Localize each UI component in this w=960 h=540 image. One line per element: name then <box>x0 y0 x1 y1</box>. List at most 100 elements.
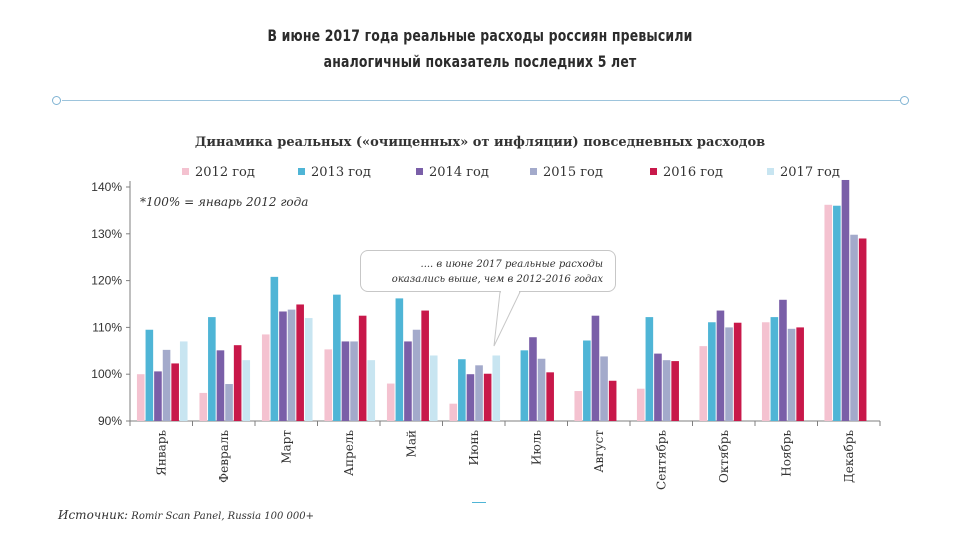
x-tick-label: Сентябрь <box>654 430 668 490</box>
y-tick-label: 140% <box>91 180 122 194</box>
x-tick-label: Март <box>279 430 293 464</box>
callout-pointer <box>493 291 521 347</box>
bar <box>654 353 662 421</box>
legend-label: 2014 год <box>429 165 489 180</box>
bar <box>429 355 438 421</box>
chart-legend: 2012 год 2013 год 2014 год 2015 год 2016 год… <box>0 165 960 185</box>
legend-swatch <box>650 168 657 175</box>
bar <box>199 392 208 421</box>
bar <box>412 329 421 421</box>
x-tick-label: Ноябрь <box>779 430 793 477</box>
bar <box>725 327 733 421</box>
bar <box>179 341 188 421</box>
bar <box>529 337 537 421</box>
bar <box>324 349 333 421</box>
bar <box>261 334 270 421</box>
bar <box>296 304 304 421</box>
bar <box>850 234 858 421</box>
page-headline-line1: В июне 2017 года реальные расходы россия… <box>267 26 693 45</box>
bar <box>233 345 242 421</box>
y-tick-label: 120% <box>91 274 122 288</box>
legend-item: 2016 год <box>650 165 723 180</box>
chart-annotation-callout: .... в июне 2017 реальные расходы оказал… <box>360 250 616 292</box>
divider-right-circle <box>900 96 909 105</box>
legend-label: 2017 год <box>780 165 840 180</box>
legend-label: 2016 год <box>663 165 723 180</box>
bar <box>216 350 225 421</box>
y-tick-label: 130% <box>91 227 122 241</box>
bar <box>699 346 708 421</box>
legend-item: 2012 год <box>182 165 255 180</box>
bar <box>458 359 466 421</box>
legend-item: 2015 год <box>530 165 603 180</box>
x-tick-label: Декабрь <box>842 430 856 483</box>
source-text: Romir Scan Panel, Russia 100 000+ <box>131 511 314 522</box>
y-tick-label: 110% <box>92 320 122 334</box>
bar <box>341 341 350 421</box>
legend-swatch <box>416 168 423 175</box>
x-tick-label: Июль <box>529 430 543 466</box>
x-tick-label: Октябрь <box>717 430 731 483</box>
bar <box>358 315 367 421</box>
page-headline-line2: аналогичный показатель последних 5 лет <box>323 52 637 71</box>
legend-item: 2017 год <box>767 165 840 180</box>
chart-footnote: *100% = январь 2012 года <box>140 195 309 209</box>
x-tick-label: Апрель <box>342 430 356 476</box>
x-tick-label: Февраль <box>217 430 231 483</box>
bar <box>858 238 867 421</box>
bar <box>162 349 171 421</box>
bar <box>304 318 313 421</box>
bar <box>145 329 154 421</box>
bar <box>287 309 296 421</box>
legend-swatch <box>182 168 189 175</box>
chart-title: Динамика реальных («очищенных» от инфляц… <box>194 135 766 150</box>
bar <box>208 317 216 421</box>
bar <box>520 350 529 421</box>
bar <box>600 356 608 421</box>
bar <box>333 294 341 421</box>
bar <box>483 373 492 421</box>
legend-label: 2013 год <box>311 165 371 180</box>
bar <box>779 299 787 421</box>
bar <box>636 388 645 421</box>
bar <box>171 363 179 421</box>
bar <box>136 374 145 421</box>
bar <box>350 341 358 421</box>
bar <box>279 311 287 421</box>
divider-left-circle <box>52 96 61 105</box>
legend-label: 2012 год <box>195 165 255 180</box>
annotation-line1: .... в июне 2017 реальные расходы <box>420 259 603 270</box>
bar <box>787 328 796 421</box>
bar <box>761 322 770 421</box>
bar <box>386 383 395 421</box>
bar <box>449 403 458 421</box>
source-note: Источник: Romir Scan Panel, Russia 100 0… <box>58 508 314 522</box>
bar <box>537 358 546 421</box>
bar <box>716 310 725 421</box>
bar <box>574 391 583 421</box>
bar <box>645 317 654 421</box>
annotation-line2: оказались выше, чем в 2012-2016 годах <box>391 274 603 285</box>
bar <box>270 276 279 421</box>
bar <box>708 322 716 421</box>
bar <box>796 327 804 421</box>
bar <box>662 360 671 421</box>
x-tick-label: Май <box>404 430 418 457</box>
bar <box>833 205 841 421</box>
bar <box>421 310 429 421</box>
bar <box>824 204 833 421</box>
bar <box>475 365 483 421</box>
bar <box>608 380 617 421</box>
legend-swatch <box>767 168 774 175</box>
bar <box>671 361 679 421</box>
source-label: Источник: <box>58 508 129 522</box>
x-tick-label: Июнь <box>467 430 481 466</box>
header-divider <box>62 100 900 101</box>
accent-mark <box>472 502 486 503</box>
bar <box>466 374 475 421</box>
bar <box>770 317 779 421</box>
bar <box>404 341 412 421</box>
bar <box>492 355 501 421</box>
x-tick-label: Январь <box>154 430 168 476</box>
bar <box>733 322 742 421</box>
